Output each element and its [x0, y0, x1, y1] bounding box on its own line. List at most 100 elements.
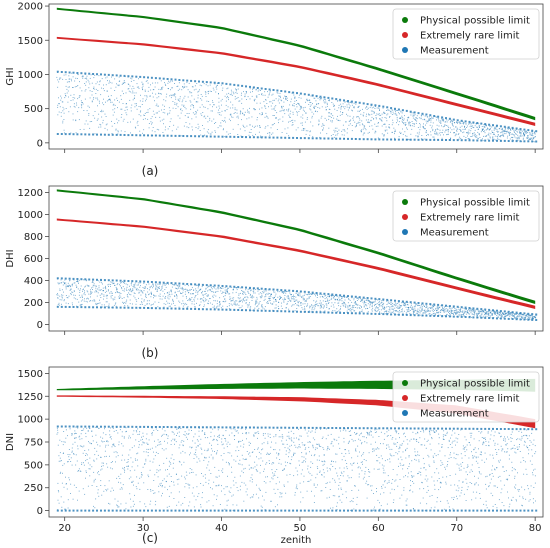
measurement-point — [168, 305, 170, 307]
measurement-point — [438, 118, 440, 120]
measurement-point — [303, 298, 305, 300]
measurement-point — [106, 297, 108, 299]
measurement-point — [172, 298, 174, 300]
measurement-point — [119, 478, 121, 479]
measurement-point — [80, 300, 82, 302]
measurement-point — [133, 80, 135, 81]
measurement-point — [178, 491, 180, 493]
measurement-point — [493, 132, 495, 134]
measurement-edge-point — [441, 139, 444, 141]
measurement-edge-point — [88, 278, 91, 281]
measurement-point — [213, 291, 215, 293]
measurement-point — [184, 284, 186, 286]
measurement-point — [150, 121, 152, 123]
measurement-point — [101, 78, 103, 80]
measurement-point — [203, 306, 205, 307]
measurement-point — [113, 443, 115, 445]
measurement-point — [200, 98, 202, 100]
measurement-point — [395, 111, 396, 113]
measurement-point — [231, 304, 233, 306]
measurement-point — [489, 125, 491, 127]
measurement-point — [176, 473, 177, 475]
measurement-point — [158, 96, 160, 98]
measurement-point — [534, 136, 536, 138]
measurement-point — [442, 118, 444, 120]
measurement-point — [180, 293, 182, 294]
measurement-point — [148, 283, 150, 285]
measurement-point — [169, 294, 171, 296]
measurement-point — [384, 117, 386, 118]
measurement-point — [140, 106, 141, 108]
measurement-point — [493, 134, 495, 135]
measurement-point — [147, 452, 149, 453]
measurement-point — [489, 311, 491, 313]
measurement-point — [288, 108, 290, 110]
measurement-point — [83, 279, 85, 281]
measurement-point — [232, 104, 234, 106]
measurement-point — [147, 474, 149, 476]
measurement-point — [301, 129, 303, 131]
measurement-point — [181, 303, 183, 305]
measurement-point — [143, 114, 145, 116]
measurement-point — [421, 304, 422, 306]
measurement-edge-point — [452, 118, 455, 121]
measurement-point — [73, 453, 75, 455]
measurement-edge-point — [252, 309, 255, 312]
measurement-point — [398, 121, 400, 123]
measurement-point — [396, 114, 398, 116]
measurement-point — [446, 129, 448, 131]
measurement-edge-point — [264, 309, 267, 312]
measurement-edge-point — [429, 314, 432, 317]
measurement-point — [60, 496, 62, 498]
measurement-point — [506, 315, 508, 317]
measurement-point — [394, 109, 396, 111]
measurement-point — [442, 129, 444, 131]
measurement-point — [392, 111, 394, 113]
measurement-point — [202, 299, 204, 301]
measurement-point — [222, 305, 224, 307]
measurement-point — [321, 295, 323, 297]
measurement-point — [391, 114, 393, 115]
measurement-point — [176, 86, 178, 87]
measurement-point — [160, 289, 162, 291]
measurement-point — [334, 296, 335, 297]
measurement-point — [500, 128, 502, 130]
measurement-point — [517, 136, 519, 138]
measurement-point — [286, 290, 288, 292]
measurement-point — [93, 505, 94, 507]
measurement-edge-point — [123, 74, 126, 77]
measurement-point — [247, 291, 249, 293]
measurement-point — [439, 134, 441, 136]
measurement-point — [246, 99, 247, 100]
measurement-point — [377, 307, 379, 309]
measurement-point — [314, 110, 316, 112]
measurement-point — [165, 303, 167, 305]
measurement-point — [231, 286, 233, 288]
measurement-point — [340, 103, 342, 105]
measurement-point — [94, 426, 96, 428]
measurement-point — [269, 298, 271, 300]
measurement-point — [290, 110, 292, 112]
measurement-point — [403, 118, 405, 120]
measurement-point — [133, 284, 135, 286]
measurement-point — [152, 285, 154, 287]
measurement-edge-point — [64, 71, 67, 74]
measurement-point — [99, 294, 101, 296]
measurement-point — [445, 311, 447, 313]
measurement-point — [173, 459, 175, 461]
measurement-point — [332, 103, 334, 105]
measurement-point — [345, 305, 346, 307]
measurement-point — [429, 313, 431, 314]
measurement-point — [106, 90, 108, 92]
measurement-point — [419, 312, 421, 314]
measurement-point — [70, 293, 72, 294]
measurement-point — [442, 309, 444, 311]
measurement-point — [199, 106, 201, 108]
measurement-point — [311, 117, 313, 119]
measurement-point — [135, 105, 137, 107]
legend-box — [392, 190, 540, 242]
measurement-point — [281, 291, 283, 293]
measurement-point — [432, 310, 434, 312]
measurement-point — [215, 131, 216, 133]
measurement-point — [250, 132, 252, 133]
